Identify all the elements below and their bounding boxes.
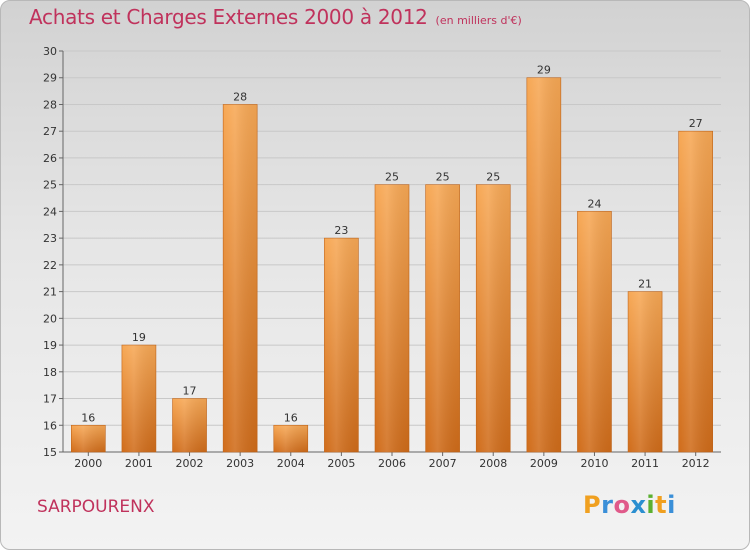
chart-title: Achats et Charges Externes 2000 à 2012 (e… (29, 5, 522, 29)
logo-letter: t (655, 491, 668, 519)
commune-name: SARPOURENX (37, 497, 155, 517)
y-tick-label: 26 (43, 152, 57, 165)
y-tick-label: 20 (43, 312, 57, 325)
data-label-2008: 25 (486, 171, 500, 184)
bar-shine (476, 184, 511, 452)
x-tick-label: 2002 (176, 457, 204, 470)
data-label-2012: 27 (689, 117, 703, 130)
x-tick-label: 2004 (277, 457, 305, 470)
y-tick-label: 16 (43, 419, 57, 432)
data-label-2002: 17 (183, 385, 197, 398)
bar-shine (375, 184, 409, 452)
bar-shine (172, 398, 207, 452)
y-tick-label: 30 (43, 45, 57, 58)
y-tick-label: 18 (43, 366, 57, 379)
y-tick-label: 25 (43, 179, 57, 192)
y-tick-label: 19 (43, 339, 57, 352)
logo-letter: i (646, 491, 656, 519)
bar-shine (526, 77, 561, 452)
proxiti-logo: Proxiti (583, 491, 676, 519)
x-tick-label: 2000 (74, 457, 102, 470)
logo-letter: x (630, 491, 647, 519)
data-label-2005: 23 (334, 224, 348, 237)
data-label-2010: 24 (587, 197, 601, 210)
x-tick-label: 2011 (631, 457, 659, 470)
y-tick-label: 22 (43, 259, 57, 272)
title-text: Achats et Charges Externes 2000 à 2012 (29, 5, 428, 29)
bar-shine (324, 238, 359, 452)
y-tick-label: 29 (43, 72, 57, 85)
bar-shine (121, 345, 156, 452)
x-tick-label: 2008 (479, 457, 507, 470)
x-tick-label: 2001 (125, 457, 153, 470)
y-tick-label: 17 (43, 393, 57, 406)
data-label-2004: 16 (284, 411, 298, 424)
data-label-2011: 21 (638, 278, 652, 291)
x-tick-label: 2005 (327, 457, 355, 470)
logo-letter: P (583, 491, 602, 519)
bar-shine (577, 211, 612, 452)
data-label-2006: 25 (385, 171, 399, 184)
x-tick-label: 2003 (226, 457, 254, 470)
data-label-2000: 16 (81, 411, 95, 424)
x-tick-label: 2006 (378, 457, 406, 470)
bar-shine (678, 131, 713, 452)
chart-subtitle: (en milliers d'€) (435, 14, 522, 27)
y-tick-label: 24 (43, 205, 57, 218)
logo-letter: o (613, 491, 631, 519)
data-label-2007: 25 (436, 171, 450, 184)
y-tick-label: 28 (43, 98, 57, 111)
bar-shine (273, 425, 308, 452)
logo-letter: r (601, 491, 614, 519)
x-tick-label: 2012 (682, 457, 710, 470)
data-label-2003: 28 (233, 90, 247, 103)
bar-shine (71, 425, 106, 452)
data-label-2001: 19 (132, 331, 146, 344)
y-tick-label: 27 (43, 125, 57, 138)
y-tick-label: 15 (43, 446, 57, 459)
logo-letter: i (667, 491, 676, 519)
y-tick-label: 23 (43, 232, 57, 245)
bar-shine (425, 184, 460, 452)
bar-shine (628, 291, 663, 452)
x-tick-label: 2010 (580, 457, 608, 470)
x-tick-label: 2009 (530, 457, 558, 470)
y-tick-label: 21 (43, 286, 57, 299)
x-tick-label: 2007 (429, 457, 457, 470)
data-label-2009: 29 (537, 64, 551, 77)
bar-shine (223, 104, 258, 452)
